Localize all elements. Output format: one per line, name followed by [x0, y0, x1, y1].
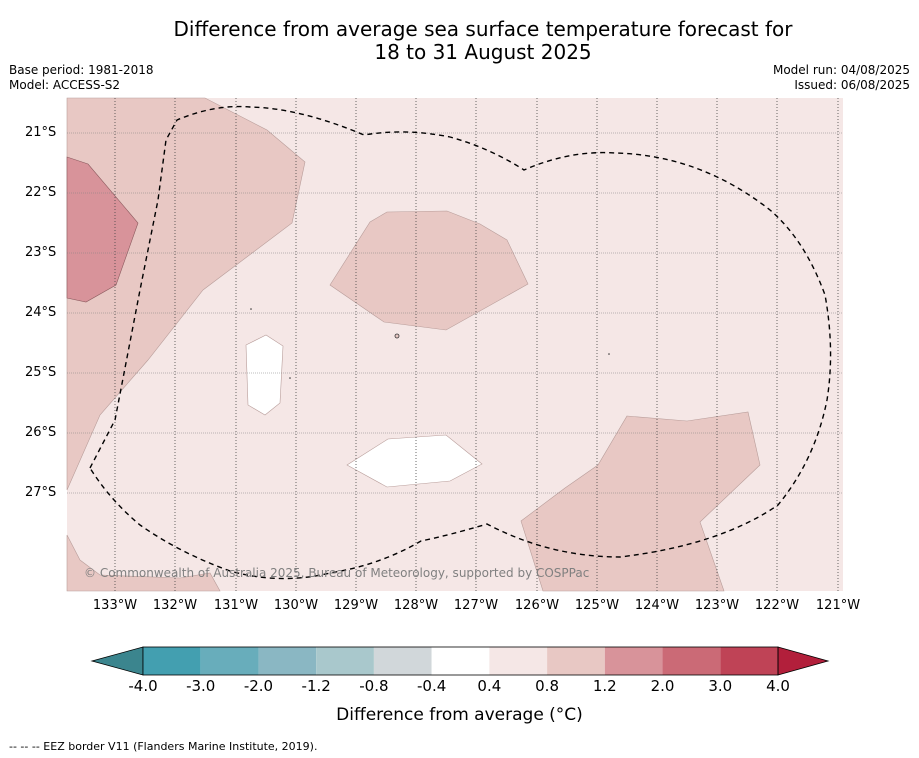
colorbar-segment [258, 647, 317, 675]
model-name: Model: ACCESS-S2 [9, 78, 121, 92]
colorbar-segment [720, 647, 778, 675]
colorbar-segment [143, 647, 201, 675]
colorbar-tick-label: 2.0 [650, 677, 675, 695]
colorbar-segment [316, 647, 374, 675]
map-title: Difference from average sea surface temp… [0, 18, 919, 64]
model-run: Model run: 04/08/2025 [772, 63, 910, 77]
meta-right: Model run: 04/08/2025 Issued: 06/08/2025 [773, 63, 910, 93]
issued-date: Issued: 06/08/2025 [794, 78, 910, 92]
longitude-label: 130°W [273, 598, 319, 613]
colorbar-tick-label: 4.0 [766, 677, 790, 695]
longitude-label: 132°W [152, 598, 198, 613]
title-line-1: Difference from average sea surface temp… [173, 17, 793, 41]
copyright-notice: © Commonwealth of Australia 2025, Bureau… [84, 566, 589, 580]
latitude-gridlines [67, 132, 843, 494]
longitude-label: 124°W [634, 598, 680, 613]
longitude-label: 123°W [694, 598, 740, 613]
colorbar-segment [431, 647, 490, 675]
contour-speck [394, 333, 400, 339]
colorbar-tick-label: -1.2 [301, 677, 331, 695]
longitude-label: 122°W [754, 598, 800, 613]
longitude-label: 133°W [92, 598, 138, 613]
anomaly-region-warm [66, 156, 139, 303]
meta-left: Base period: 1981-2018 Model: ACCESS-S2 [9, 63, 154, 93]
neutral-region-south [346, 434, 483, 488]
colorbar-frame [142, 646, 779, 676]
latitude-label: 27°S [25, 485, 57, 500]
colorbar-tick-label: -3.0 [186, 677, 216, 695]
latitude-label: 21°S [25, 125, 57, 140]
colorbar-tick-label: 0.8 [535, 677, 559, 695]
colorbar-tick-label: 0.4 [477, 677, 502, 695]
longitude-label: 126°W [514, 598, 560, 613]
footer-note: -- -- -- EEZ border V11 (Flanders Marine… [9, 740, 318, 753]
colorbar-segment [373, 647, 432, 675]
eez-border [89, 105, 832, 580]
colorbar-tick-label: -0.4 [416, 677, 447, 695]
longitude-label: 131°W [213, 598, 259, 613]
neutral-region-west [245, 334, 284, 416]
colorbar-segment [547, 647, 605, 675]
colorbar-segment [662, 647, 721, 675]
latitude-label: 25°S [25, 365, 57, 380]
colorbar-tick-label: 1.2 [592, 677, 617, 695]
latitude-label: 22°S [25, 185, 57, 200]
colorbar-segment [200, 647, 259, 675]
colorbar-segment [604, 647, 663, 675]
colorbar-title: Difference from average (°C) [336, 705, 583, 725]
colorbar-tick-label: -4.0 [128, 677, 158, 695]
title-line-2: 18 to 31 August 2025 [374, 40, 592, 64]
latitude-label: 26°S [25, 425, 57, 440]
colorbar-extend-low [90, 646, 144, 676]
colorbar [90, 646, 830, 676]
contour-speck [289, 377, 291, 379]
colorbar-tick-label: -2.0 [243, 677, 274, 695]
contour-speck [250, 308, 252, 310]
colorbar-extend-high [777, 646, 830, 676]
colorbar-tick-label: -0.8 [359, 677, 389, 695]
longitude-label: 121°W [815, 598, 861, 613]
longitude-label: 129°W [333, 598, 379, 613]
longitude-label: 128°W [393, 598, 439, 613]
anomaly-region-southwest [66, 534, 221, 592]
longitude-label: 127°W [453, 598, 499, 613]
contour-speck [608, 353, 610, 355]
longitude-gridlines [114, 98, 839, 591]
colorbar-tick-label: 3.0 [708, 677, 733, 695]
longitude-label: 125°W [574, 598, 620, 613]
latitude-label: 23°S [25, 245, 57, 260]
latitude-label: 24°S [25, 305, 57, 320]
anomaly-region-center [329, 210, 529, 331]
anomaly-region-southeast [520, 411, 761, 592]
base-period: Base period: 1981-2018 [9, 63, 154, 77]
colorbar-segment [489, 647, 548, 675]
